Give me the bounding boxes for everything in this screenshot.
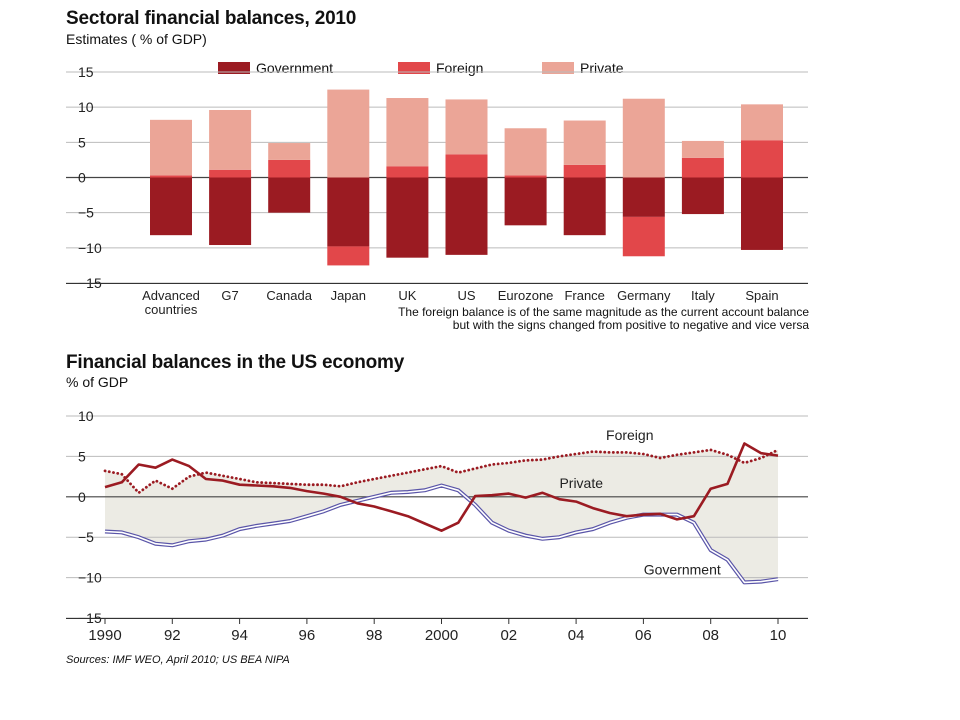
- bar-government-germany: [622, 177, 665, 217]
- y-tick-label: 5: [78, 448, 86, 464]
- legend-swatch-foreign: [398, 62, 430, 74]
- x-tick-label: 06: [635, 627, 652, 644]
- private-line: [104, 442, 779, 532]
- x-tick-label: 08: [702, 627, 719, 644]
- x-tick-label: Canada: [266, 288, 312, 303]
- x-tick-label: 98: [366, 627, 383, 644]
- sources-note: Sources: IMF WEO, April 2010; US BEA NIP…: [66, 654, 290, 666]
- foreign-balance-note: The foreign balance is of the same magni…: [398, 306, 809, 332]
- x-tick-label: 2000: [425, 627, 458, 644]
- bar-private-germany: [622, 98, 665, 178]
- bar-private-eurozone: [504, 128, 547, 176]
- bar-government-canada: [268, 177, 311, 213]
- annotation-government: Government: [644, 561, 721, 577]
- balance-shade: [105, 449, 778, 583]
- y-tick-label: 0: [78, 489, 86, 505]
- x-tick-label: Japan: [331, 288, 366, 303]
- bar-government-uk: [386, 177, 429, 258]
- bar-government-us: [445, 177, 488, 255]
- bar-government-france: [563, 177, 606, 236]
- top-chart-subtitle: Estimates ( % of GDP): [66, 31, 207, 47]
- x-tick-label: Spain: [745, 288, 778, 303]
- bar-foreign-canada: [268, 159, 311, 178]
- bar-private-us: [445, 99, 488, 155]
- bottom-chart-title: Financial balances in the US economy: [66, 352, 405, 373]
- y-tick-label: −10: [78, 570, 102, 586]
- foreign-balance-note-line2: but with the signs changed from positive…: [452, 318, 809, 332]
- bar-private-advanced-countries: [150, 119, 192, 176]
- x-tick-label: 96: [299, 627, 316, 644]
- bar-foreign-japan: [327, 246, 370, 266]
- x-tick-label: countries: [145, 302, 198, 317]
- bar-private-canada: [268, 143, 311, 160]
- bar-private-spain: [741, 104, 783, 141]
- bar-private-italy: [681, 140, 724, 158]
- bar-private-g7: [209, 109, 252, 170]
- legend-swatch-private: [542, 62, 574, 74]
- x-tick-label: 02: [500, 627, 517, 644]
- bar-foreign-france: [563, 164, 606, 178]
- top-chart-title: Sectoral financial balances, 2010: [66, 8, 357, 29]
- y-tick-label: −5: [78, 529, 94, 545]
- y-tick-label: 15: [78, 64, 94, 80]
- bar-foreign-advanced-countries: [150, 175, 192, 178]
- legend-swatch-government: [218, 62, 250, 74]
- x-tick-label: UK: [398, 288, 416, 303]
- bottom-chart-subtitle: % of GDP: [66, 374, 129, 390]
- bar-government-eurozone: [504, 177, 547, 226]
- bar-government-japan: [327, 177, 370, 247]
- annotation-foreign: Foreign: [606, 427, 653, 443]
- bar-government-italy: [681, 177, 724, 215]
- x-tick-label: 10: [770, 627, 787, 644]
- x-tick-label: Eurozone: [498, 288, 554, 303]
- bar-private-uk: [386, 98, 429, 167]
- bar-government-advanced-countries: [150, 177, 192, 236]
- y-tick-label: 5: [78, 134, 86, 150]
- bar-foreign-spain: [741, 140, 783, 178]
- bar-foreign-g7: [209, 169, 252, 178]
- bar-private-japan: [327, 89, 370, 178]
- x-tick-label: 92: [164, 627, 181, 644]
- bar-foreign-germany: [622, 216, 665, 257]
- y-tick-label: −10: [78, 240, 102, 256]
- x-tick-label: 04: [568, 627, 585, 644]
- x-tick-label: Germany: [617, 288, 671, 303]
- x-tick-label: 94: [231, 627, 248, 644]
- bar-foreign-us: [445, 154, 488, 178]
- bar-private-france: [563, 120, 606, 165]
- annotation-private: Private: [559, 475, 603, 491]
- foreign-balance-note-line1: The foreign balance is of the same magni…: [398, 305, 809, 319]
- x-tick-label: US: [457, 288, 475, 303]
- bar-government-g7: [209, 177, 252, 246]
- bar-foreign-eurozone: [504, 175, 547, 178]
- y-tick-label: −5: [78, 205, 94, 221]
- x-tick-label: G7: [221, 288, 238, 303]
- y-tick-label: 10: [78, 408, 94, 424]
- bar-foreign-uk: [386, 166, 429, 178]
- y-tick-label: 10: [78, 99, 94, 115]
- x-tick-label: France: [564, 288, 604, 303]
- x-tick-label: 1990: [88, 627, 121, 644]
- x-tick-label: Italy: [691, 288, 715, 303]
- bar-foreign-italy: [681, 157, 724, 178]
- bar-government-spain: [741, 177, 783, 250]
- x-tick-label: Advanced: [142, 288, 200, 303]
- foreign-line: [103, 448, 780, 495]
- y-tick-label: 0: [78, 170, 86, 186]
